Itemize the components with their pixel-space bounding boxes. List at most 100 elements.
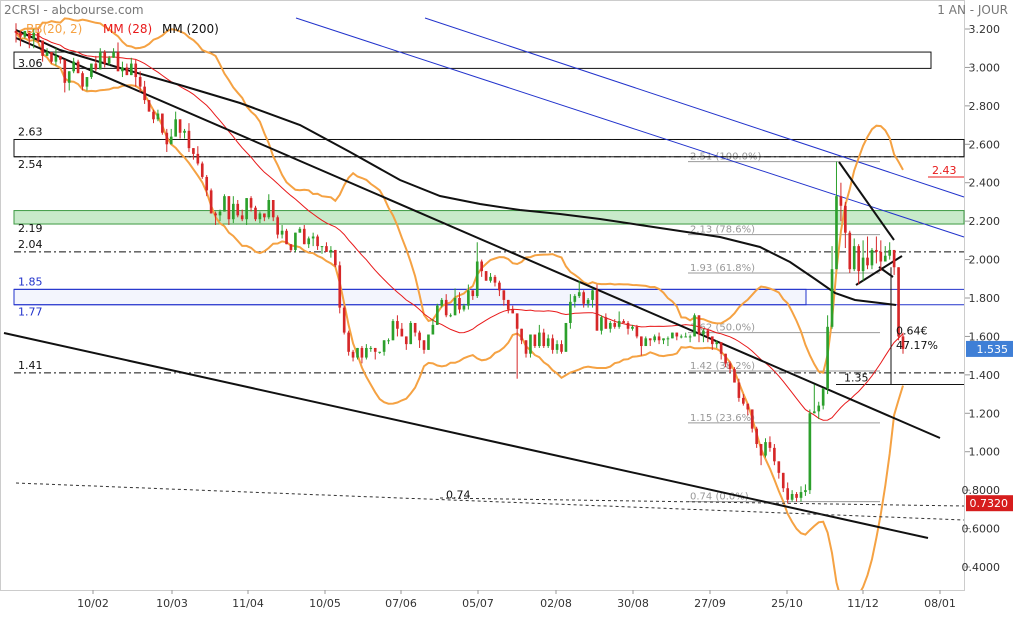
candle-body <box>67 71 71 83</box>
candle-body <box>196 153 200 164</box>
candle-body <box>662 338 665 341</box>
y-tick-label: 3.000 <box>969 61 1001 74</box>
candle-body <box>635 326 639 337</box>
candle-body <box>817 405 821 412</box>
candle-body <box>311 236 315 239</box>
candle-body <box>875 249 878 252</box>
low-price-badge <box>966 495 1013 512</box>
low-price-label: 0.7320 <box>970 497 1009 510</box>
level-label: 2.04 <box>18 238 43 251</box>
candle-body <box>307 238 311 245</box>
candle-body <box>85 77 89 87</box>
level-label: 2.19 <box>18 222 43 235</box>
fib-label: 1.93 (61.8%) <box>690 263 755 274</box>
candle-body <box>121 67 124 72</box>
candle-body <box>870 249 874 266</box>
candle-body <box>892 249 896 268</box>
candle-body <box>524 340 528 354</box>
dotted-support-line <box>15 482 965 521</box>
candle-body <box>648 338 652 341</box>
candle-body <box>551 338 554 350</box>
triangle-upper <box>838 161 895 241</box>
candle-body <box>90 63 93 78</box>
level-label: 2.54 <box>18 158 43 171</box>
channel-upper <box>295 17 965 238</box>
candle-body <box>484 271 488 281</box>
x-tick-label: 10/03 <box>156 597 188 610</box>
candle-body <box>569 301 572 323</box>
mm200-line <box>15 29 897 306</box>
candle-body <box>183 130 186 133</box>
fib-label: 1.15 (23.6%) <box>690 413 755 424</box>
candle-body <box>471 290 475 297</box>
candle-body <box>844 205 847 233</box>
candle-body <box>373 347 377 352</box>
candle-body <box>413 322 417 333</box>
candle-body <box>289 244 293 250</box>
candle-body <box>382 340 386 352</box>
candle-body <box>684 336 688 338</box>
y-tick-label: 0.6000 <box>962 523 1001 536</box>
candle-body <box>475 261 479 297</box>
candle-body <box>178 119 182 133</box>
candle-body <box>821 388 825 406</box>
legend-mm200: MM (200) <box>162 22 219 36</box>
candle-body <box>640 336 643 347</box>
candle-body <box>657 336 661 341</box>
candle-body <box>59 55 62 60</box>
x-tick-label: 08/01 <box>924 597 956 610</box>
candle-body <box>32 32 36 39</box>
x-tick-label: 10/02 <box>77 597 109 610</box>
candle-body <box>493 276 497 283</box>
candle-body <box>94 63 98 70</box>
candle-body <box>546 338 550 347</box>
candle-body <box>209 190 213 214</box>
candle-body <box>462 305 466 310</box>
level-label: 1.41 <box>18 359 43 372</box>
candle-body <box>116 52 120 72</box>
candle-body <box>156 113 160 120</box>
candle-body <box>808 413 812 491</box>
candle-body <box>63 59 67 83</box>
change-pct-label: 47.17% <box>896 339 938 352</box>
moving-average-layer <box>15 29 904 421</box>
channel-middle <box>424 17 965 198</box>
candle-body <box>444 299 448 316</box>
candle-body <box>666 338 670 340</box>
axis-layer: 3.200 3.000 2.800 2.600 2.400 2.200 2.000 1.800… <box>77 23 1013 610</box>
candle-body <box>50 52 53 62</box>
fib-label: 0.74 (0.0%) <box>690 492 749 503</box>
candle-body <box>187 130 191 149</box>
candle-body <box>577 292 581 297</box>
candle-body <box>360 347 364 358</box>
candle-body <box>45 52 49 56</box>
candle-body <box>773 447 776 462</box>
candle-body <box>737 382 741 398</box>
candle-body <box>608 322 612 329</box>
candle-body <box>205 176 209 191</box>
x-tick-label: 11/12 <box>847 597 879 610</box>
candle-body <box>777 461 781 473</box>
candle-body <box>533 334 537 347</box>
candle-body <box>298 228 302 233</box>
candle-body <box>697 315 701 335</box>
candle-body <box>901 336 905 349</box>
candle-body <box>76 61 80 74</box>
candle-body <box>830 269 834 327</box>
candle-body <box>746 403 750 410</box>
candles-layer <box>14 23 905 504</box>
candle-body <box>276 217 279 235</box>
y-tick-label: 2.800 <box>969 100 1001 113</box>
candle-body <box>564 322 568 352</box>
candle-body <box>27 30 31 39</box>
candle-body <box>582 292 586 304</box>
change-abs-label: 0.64€ <box>896 325 928 338</box>
candle-body <box>529 334 532 354</box>
period-label: 1 AN - JOUR <box>937 3 1008 17</box>
candle-body <box>613 322 617 327</box>
channel-layer <box>295 17 965 238</box>
candle-body <box>888 249 892 256</box>
candle-body <box>790 493 794 500</box>
y-tick-label: 1.800 <box>969 292 1001 305</box>
candle-body <box>147 100 151 112</box>
